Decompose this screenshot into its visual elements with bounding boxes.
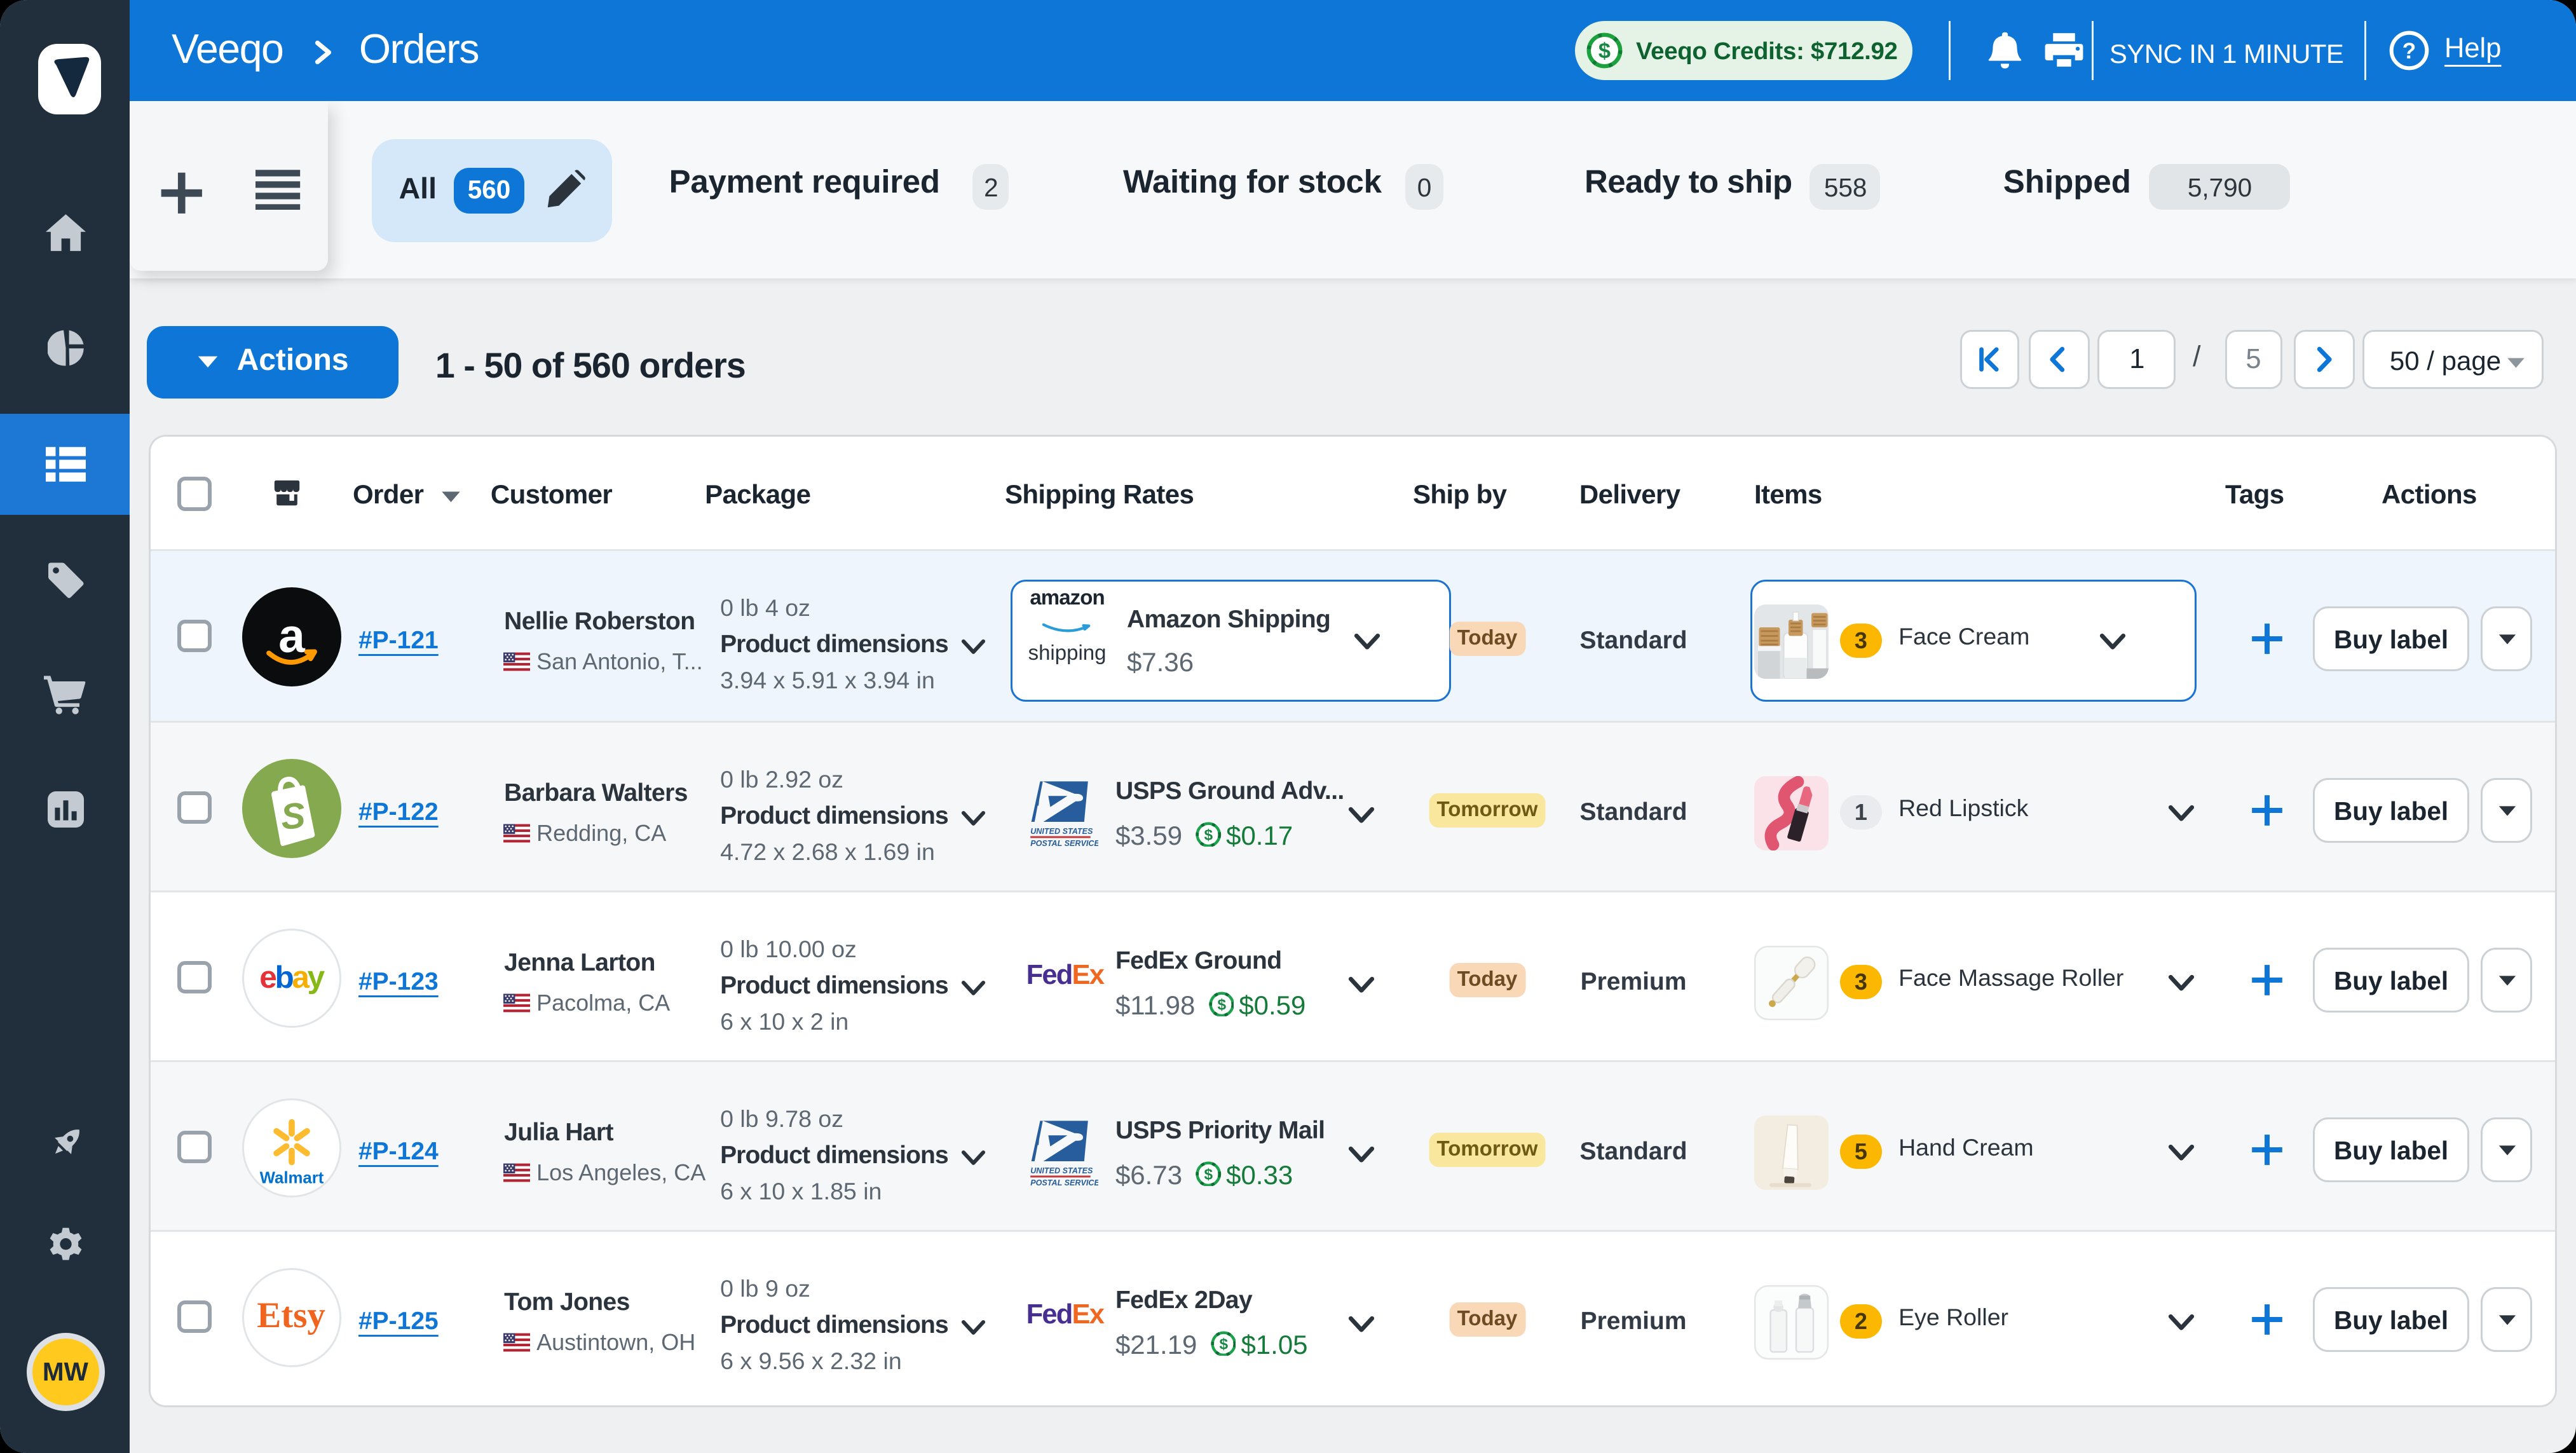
svg-text:$: $ <box>1598 39 1611 63</box>
svg-text:POSTAL SERVICE: POSTAL SERVICE <box>1030 1178 1098 1186</box>
svg-text:UNITED STATES: UNITED STATES <box>1030 1166 1093 1175</box>
svg-text:a: a <box>278 608 305 662</box>
svg-text:$: $ <box>1204 1166 1213 1183</box>
svg-text:POSTAL SERVICE: POSTAL SERVICE <box>1030 839 1098 847</box>
svg-text:$: $ <box>1217 996 1226 1013</box>
svg-text:S: S <box>278 794 306 836</box>
svg-text:?: ? <box>2402 38 2416 64</box>
svg-text:$: $ <box>1204 826 1213 843</box>
svg-text:Walmart: Walmart <box>259 1168 324 1186</box>
svg-text:UNITED STATES: UNITED STATES <box>1030 827 1093 836</box>
svg-text:$: $ <box>1219 1335 1228 1353</box>
